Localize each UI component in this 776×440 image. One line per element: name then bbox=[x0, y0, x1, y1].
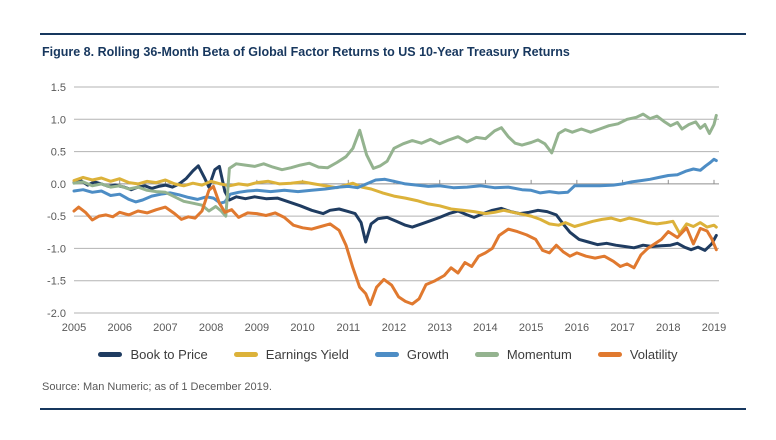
legend-swatch-earnings-yield bbox=[233, 352, 258, 357]
y-tick-label: 1.5 bbox=[51, 82, 66, 94]
series-line-momentum bbox=[72, 112, 718, 218]
x-tick-label: 2010 bbox=[290, 322, 314, 334]
y-axis-labels: 1.5 1.0 0.5 0.0 -0.5 -1.0 -1.5 -2.0 bbox=[47, 82, 66, 320]
chart-legend: Book to Price Earnings Yield Growth Momentu… bbox=[0, 347, 776, 362]
x-tick-label: 2013 bbox=[427, 322, 451, 334]
y-tick-label: -2.0 bbox=[47, 308, 66, 320]
x-tick-label: 2012 bbox=[382, 322, 406, 334]
series-line-earnings-yield bbox=[72, 175, 718, 236]
x-axis-labels: 2005 2006 2007 2008 2009 2010 2011 2012 2013 2014… bbox=[62, 322, 726, 334]
legend-item-growth: Growth bbox=[374, 347, 449, 362]
legend-label: Earnings Yield bbox=[265, 347, 349, 362]
x-tick-label: 2016 bbox=[565, 322, 589, 334]
legend-label: Book to Price bbox=[130, 347, 208, 362]
series-line-growth bbox=[72, 157, 718, 205]
y-tick-label: -1.5 bbox=[47, 276, 66, 288]
x-tick-label: 2005 bbox=[62, 322, 86, 334]
x-tick-label: 2011 bbox=[336, 322, 360, 334]
x-tick-label: 2006 bbox=[107, 322, 131, 334]
x-tick-label: 2009 bbox=[245, 322, 269, 334]
legend-swatch-volatility bbox=[597, 352, 622, 357]
series-line-volatility bbox=[72, 184, 718, 307]
legend-swatch-momentum bbox=[474, 352, 499, 357]
legend-item-momentum: Momentum bbox=[474, 347, 572, 362]
bottom-divider-rule bbox=[40, 408, 746, 410]
legend-label: Momentum bbox=[506, 347, 572, 362]
x-tick-label: 2008 bbox=[199, 322, 223, 334]
chart-series-lines bbox=[72, 112, 718, 307]
legend-label: Growth bbox=[406, 347, 449, 362]
legend-item-earnings-yield: Earnings Yield bbox=[233, 347, 349, 362]
series-line-book-to-price bbox=[72, 164, 718, 252]
x-tick-label: 2007 bbox=[153, 322, 177, 334]
y-tick-label: 0.0 bbox=[51, 179, 66, 191]
x-tick-label: 2015 bbox=[519, 322, 543, 334]
x-tick-label: 2019 bbox=[702, 322, 726, 334]
y-tick-label: -1.0 bbox=[47, 243, 66, 255]
figure-title: Figure 8. Rolling 36-Month Beta of Globa… bbox=[42, 45, 570, 59]
legend-swatch-growth bbox=[374, 352, 399, 357]
legend-item-book-to-price: Book to Price bbox=[98, 347, 208, 362]
x-tick-label: 2017 bbox=[610, 322, 634, 334]
y-tick-label: -0.5 bbox=[47, 211, 66, 223]
source-note: Source: Man Numeric; as of 1 December 20… bbox=[42, 381, 272, 393]
legend-swatch-book-to-price bbox=[98, 352, 123, 357]
x-tick-label: 2014 bbox=[473, 322, 497, 334]
legend-item-volatility: Volatility bbox=[597, 347, 678, 362]
x-tick-label: 2018 bbox=[656, 322, 680, 334]
legend-label: Volatility bbox=[629, 347, 678, 362]
y-tick-label: 0.5 bbox=[51, 147, 66, 159]
y-tick-label: 1.0 bbox=[51, 114, 66, 126]
top-divider-rule bbox=[40, 33, 746, 35]
